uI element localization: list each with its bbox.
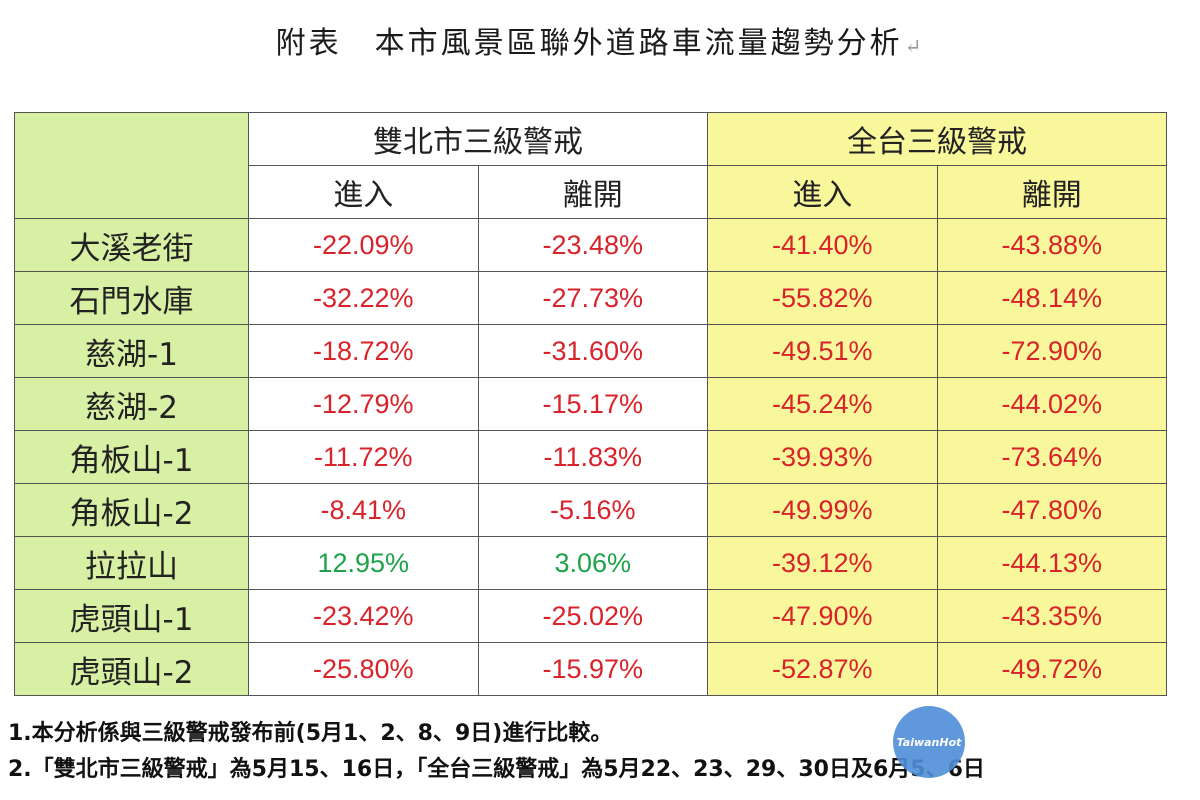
value-cell: -8.41% — [248, 483, 479, 537]
value-cell: -47.80% — [936, 483, 1167, 537]
subheader-taipei-leave: 離開 — [477, 165, 708, 219]
row-label: 石門水庫 — [14, 271, 249, 325]
footnotes: 1.本分析係與三級警戒發布前(5月1、2、8、9日)進行比較。 2.「雙北市三級… — [8, 716, 1198, 788]
footnote-2: 2.「雙北市三級警戒」為5月15、16日，「全台三級警戒」為5月22、23、29… — [8, 757, 985, 782]
value-cell: -49.51% — [707, 324, 938, 378]
value-cell: -48.14% — [936, 271, 1167, 325]
table-row: 虎頭山-2 -25.80% -15.97% -52.87% -49.72% — [14, 642, 1167, 696]
row-label: 角板山-2 — [14, 483, 249, 537]
value-cell: -23.42% — [248, 589, 479, 643]
row-label: 慈湖-2 — [14, 377, 249, 431]
value-cell: -15.17% — [477, 377, 708, 431]
table-row: 慈湖-2 -12.79% -15.17% -45.24% -44.02% — [14, 377, 1167, 431]
taiwanhot-watermark-logo: TaiwanHot — [893, 706, 965, 778]
value-cell: -11.83% — [477, 430, 708, 484]
value-cell: -52.87% — [707, 642, 938, 696]
value-cell: -72.90% — [936, 324, 1167, 378]
table-row: 角板山-1 -11.72% -11.83% -39.93% -73.64% — [14, 430, 1167, 484]
value-cell: -32.22% — [248, 271, 479, 325]
value-cell: -44.13% — [936, 536, 1167, 590]
title-text: 附表 本市風景區聯外道路車流量趨勢分析 — [275, 26, 903, 61]
row-label: 角板山-1 — [14, 430, 249, 484]
document-title: 附表 本市風景區聯外道路車流量趨勢分析 ↵ — [0, 18, 1200, 62]
value-cell: -11.72% — [248, 430, 479, 484]
value-cell: -18.72% — [248, 324, 479, 378]
value-cell: -23.48% — [477, 218, 708, 272]
value-cell: -39.93% — [707, 430, 938, 484]
value-cell: -5.16% — [477, 483, 708, 537]
return-mark: ↵ — [904, 34, 925, 58]
table-row: 石門水庫 -32.22% -27.73% -55.82% -48.14% — [14, 271, 1167, 325]
value-cell: 3.06% — [477, 536, 708, 590]
table-row: 拉拉山 12.95% 3.06% -39.12% -44.13% — [14, 536, 1167, 590]
value-cell: -39.12% — [707, 536, 938, 590]
footnote-1: 1.本分析係與三級警戒發布前(5月1、2、8、9日)進行比較。 — [8, 721, 613, 746]
group-header-taiwan: 全台三級警戒 — [707, 112, 1167, 166]
value-cell: -15.97% — [477, 642, 708, 696]
value-cell: -49.99% — [707, 483, 938, 537]
table-row: 大溪老街 -22.09% -23.48% -41.40% -43.88% — [14, 218, 1167, 272]
value-cell: -43.88% — [936, 218, 1167, 272]
table-row: 角板山-2 -8.41% -5.16% -49.99% -47.80% — [14, 483, 1167, 537]
value-cell: -49.72% — [936, 642, 1167, 696]
value-cell: -44.02% — [936, 377, 1167, 431]
table-body: 大溪老街 -22.09% -23.48% -41.40% -43.88% 石門水… — [14, 218, 1167, 696]
watermark-text: TaiwanHot — [896, 735, 962, 749]
value-cell: -47.90% — [707, 589, 938, 643]
row-label: 大溪老街 — [14, 218, 249, 272]
value-cell: -27.73% — [477, 271, 708, 325]
group-header-taipei: 雙北市三級警戒 — [248, 112, 708, 166]
row-label: 拉拉山 — [14, 536, 249, 590]
subheader-taiwan-leave: 離開 — [936, 165, 1167, 219]
table-row: 慈湖-1 -18.72% -31.60% -49.51% -72.90% — [14, 324, 1167, 378]
value-cell: -22.09% — [248, 218, 479, 272]
subheader-taiwan-enter: 進入 — [707, 165, 938, 219]
row-label: 虎頭山-2 — [14, 642, 249, 696]
row-label: 虎頭山-1 — [14, 589, 249, 643]
value-cell: -12.79% — [248, 377, 479, 431]
row-label: 慈湖-1 — [14, 324, 249, 378]
value-cell: -41.40% — [707, 218, 938, 272]
value-cell: -25.80% — [248, 642, 479, 696]
subheader-taipei-enter: 進入 — [248, 165, 479, 219]
value-cell: -25.02% — [477, 589, 708, 643]
value-cell: -31.60% — [477, 324, 708, 378]
value-cell: -73.64% — [936, 430, 1167, 484]
table-row: 虎頭山-1 -23.42% -25.02% -47.90% -43.35% — [14, 589, 1167, 643]
value-cell: -45.24% — [707, 377, 938, 431]
value-cell: -43.35% — [936, 589, 1167, 643]
value-cell: 12.95% — [248, 536, 479, 590]
corner-cell — [14, 112, 249, 219]
traffic-table: 雙北市三級警戒 全台三級警戒 進入 離開 進入 離開 大溪老街 -22.09% … — [14, 112, 1167, 696]
value-cell: -55.82% — [707, 271, 938, 325]
